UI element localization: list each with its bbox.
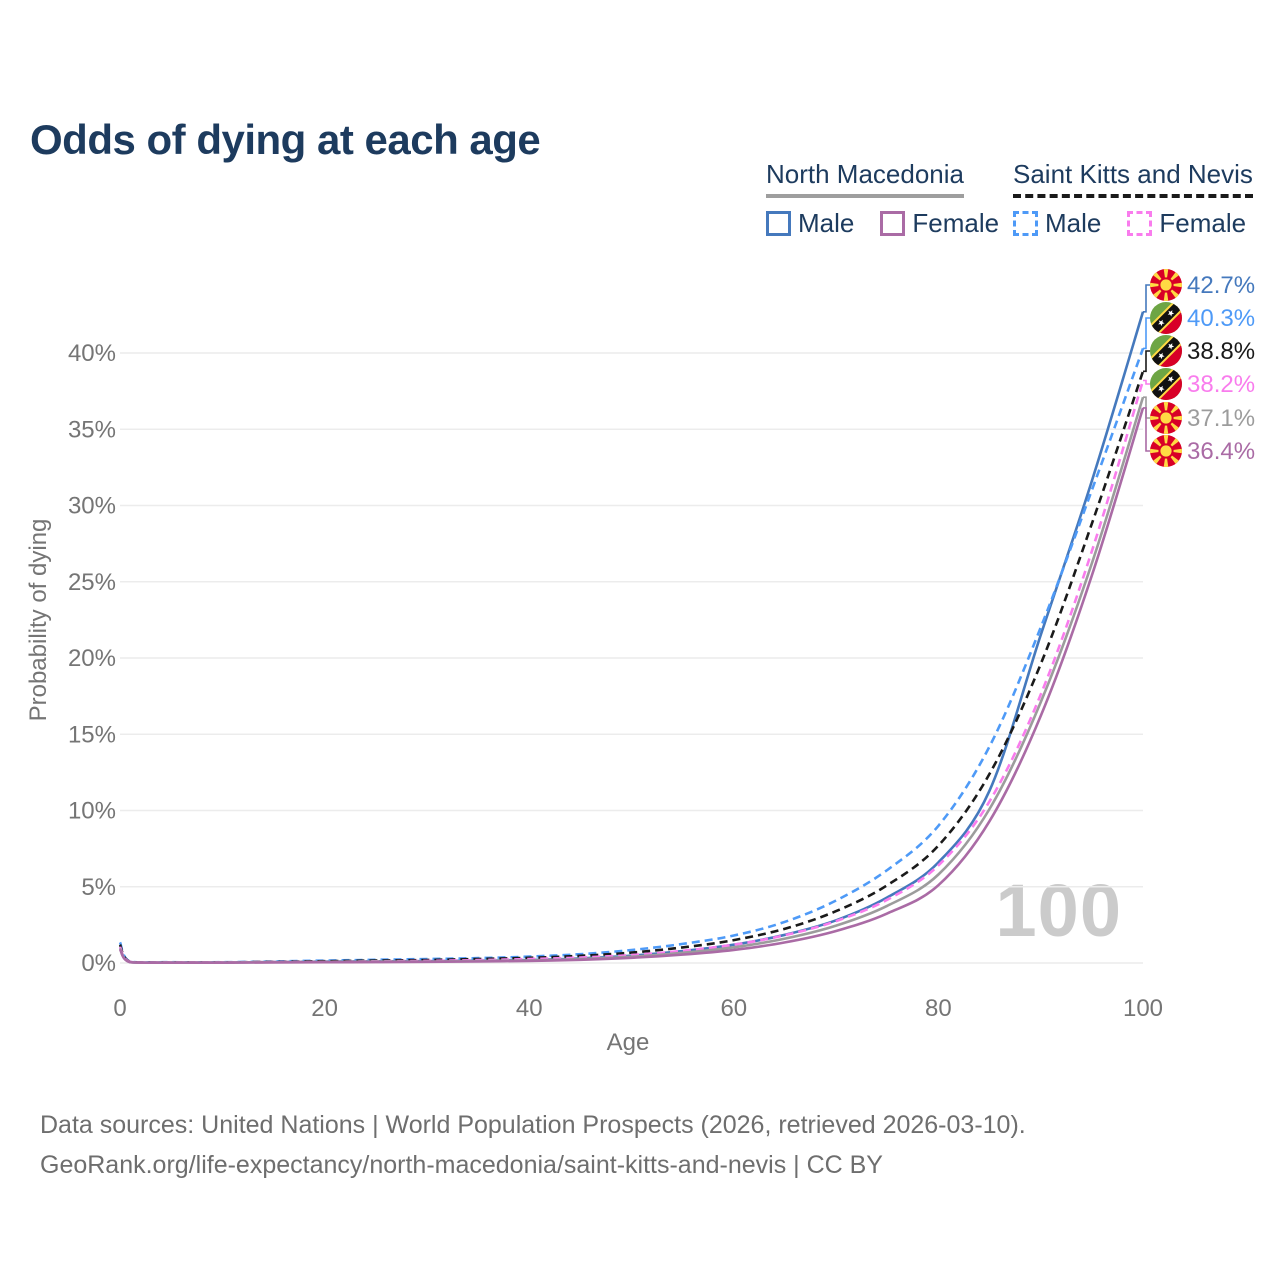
y-tick-label: 10% xyxy=(68,798,116,825)
chart-title: Odds of dying at each age xyxy=(30,116,541,164)
legend-item-saint-kitts-and-nevis-female[interactable]: Female xyxy=(1127,208,1246,239)
legend: North Macedonia Male Female Saint Kitts … xyxy=(0,160,1280,250)
legend-item-label: Female xyxy=(912,207,1000,238)
y-tick-label: 40% xyxy=(68,340,116,367)
y-tick-label: 35% xyxy=(68,416,116,443)
x-tick-label: 20 xyxy=(311,995,338,1022)
flag-icon-north-macedonia xyxy=(1149,401,1183,435)
end-value-label: 36.4% xyxy=(1187,438,1255,465)
end-label-connector xyxy=(1143,407,1150,452)
x-tick-label: 80 xyxy=(925,995,952,1022)
y-tick-label: 30% xyxy=(68,493,116,520)
legend-group-north-macedonia: North Macedonia Male Female xyxy=(766,160,999,239)
legend-group-saint-kitts-and-nevis: Saint Kitts and Nevis Male Female xyxy=(1013,160,1253,239)
series-line-saint-kitts-and-nevis-both-sexes[interactable] xyxy=(118,370,1145,964)
series-line-saint-kitts-and-nevis-male[interactable] xyxy=(118,347,1145,964)
saint-kitts-and-nevis-male-swatch xyxy=(1013,210,1038,236)
data-sources-line: Data sources: United Nations | World Pop… xyxy=(40,1111,1026,1139)
x-axis-title: Age xyxy=(607,1029,650,1056)
y-tick-label: 20% xyxy=(68,645,116,672)
axis-layer: 0% 5% 10% 15% 20% 25% 30% 35% 40% 0 20 40 60 80 100 Age… xyxy=(25,340,1163,1056)
legend-header-saint-kitts-and-nevis: Saint Kitts and Nevis xyxy=(1013,160,1253,198)
flag-icon-north-macedonia xyxy=(1149,268,1183,302)
end-labels-layer: 42.7% 40.3% 38.8% 38.2% 37.1% 36.4% xyxy=(1143,268,1255,468)
x-tick-label: 100 xyxy=(1123,995,1163,1022)
legend-item-label: Female xyxy=(1159,207,1247,238)
legend-item-label: Male xyxy=(798,207,855,238)
north-macedonia-male-swatch xyxy=(766,210,791,236)
flag-icon-saint-kitts-and-nevis xyxy=(1147,365,1185,403)
y-tick-label: 15% xyxy=(68,721,116,748)
legend-item-north-macedonia-male[interactable]: Male xyxy=(766,208,854,239)
attribution-line[interactable]: GeoRank.org/life-expectancy/north-macedo… xyxy=(40,1151,883,1179)
saint-kitts-and-nevis-female-swatch xyxy=(1127,210,1153,236)
flag-icon-north-macedonia xyxy=(1149,434,1183,468)
y-tick-label: 0% xyxy=(81,950,116,977)
legend-item-label: Male xyxy=(1045,207,1102,238)
y-tick-label: 5% xyxy=(81,874,116,901)
series-line-north-macedonia-male[interactable] xyxy=(118,311,1145,964)
end-value-label: 38.2% xyxy=(1187,371,1255,398)
legend-item-north-macedonia-female[interactable]: Female xyxy=(880,208,999,239)
end-value-label: 40.3% xyxy=(1187,305,1255,332)
x-tick-label: 0 xyxy=(113,995,126,1022)
end-value-label: 38.8% xyxy=(1187,338,1255,365)
north-macedonia-female-swatch xyxy=(880,210,906,236)
end-value-label: 37.1% xyxy=(1187,405,1255,432)
legend-header-north-macedonia: North Macedonia xyxy=(766,160,964,198)
end-value-label: 42.7% xyxy=(1187,272,1255,299)
series-line-north-macedonia-both-sexes[interactable] xyxy=(118,396,1145,964)
flag-icon-saint-kitts-and-nevis xyxy=(1147,332,1185,370)
end-label-connector xyxy=(1143,284,1150,313)
flag-icon-saint-kitts-and-nevis xyxy=(1147,299,1185,337)
series-line-saint-kitts-and-nevis-female[interactable] xyxy=(118,380,1145,964)
y-axis-title: Probability of dying xyxy=(25,519,52,722)
series-line-north-macedonia-female[interactable] xyxy=(118,407,1145,965)
y-tick-label: 25% xyxy=(68,569,116,596)
gridlines-layer xyxy=(120,352,1143,964)
series-layer xyxy=(118,311,1145,965)
legend-item-saint-kitts-and-nevis-male[interactable]: Male xyxy=(1013,208,1101,239)
age-ticker-watermark: 100 xyxy=(995,869,1122,952)
x-tick-label: 40 xyxy=(516,995,543,1022)
end-label-connector xyxy=(1143,317,1150,350)
x-tick-label: 60 xyxy=(720,995,747,1022)
end-label-connector xyxy=(1143,379,1150,385)
end-label-connector xyxy=(1143,350,1150,373)
